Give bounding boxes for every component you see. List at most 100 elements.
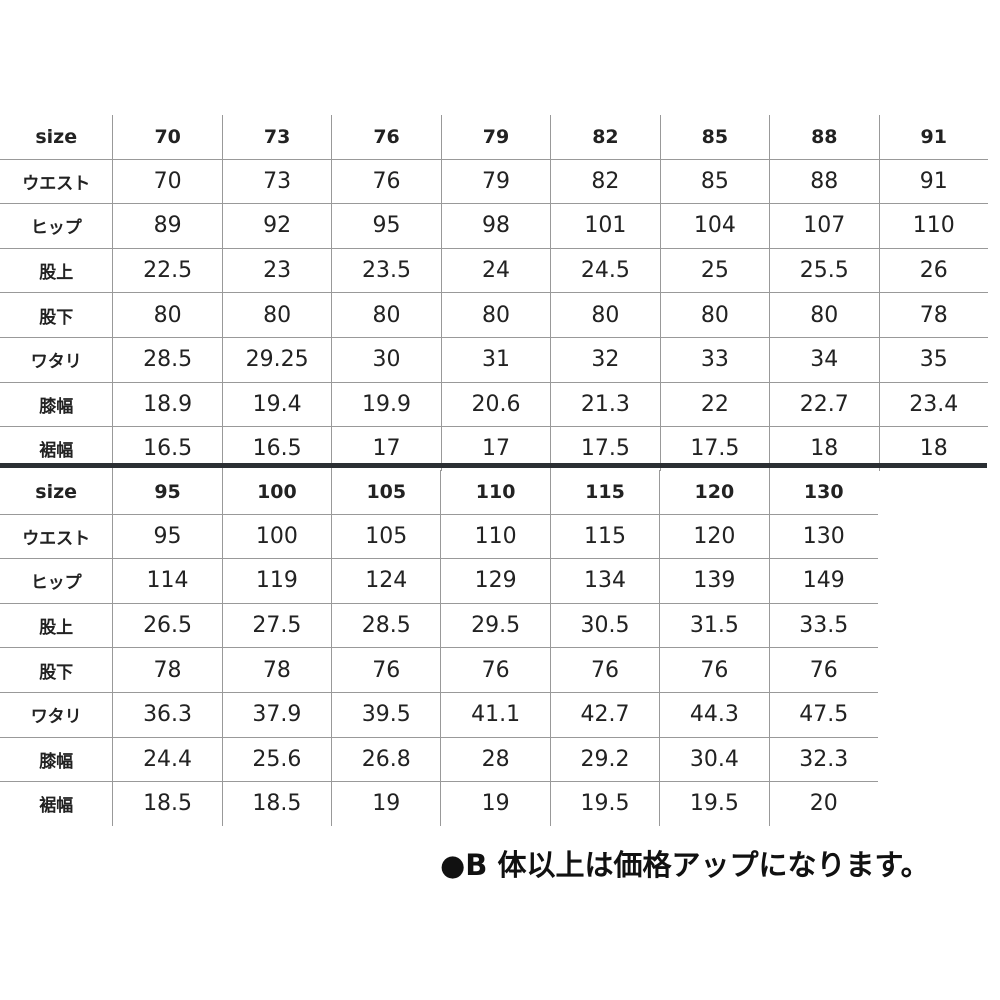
- table-cell: 76: [768, 647, 878, 693]
- table-cell: 21.3: [550, 382, 661, 428]
- size-header-cell: 120: [659, 470, 770, 515]
- table-cell: 25.5: [769, 248, 880, 294]
- table-cell: 129: [440, 558, 551, 604]
- size-header-cell: 85: [659, 115, 770, 160]
- table-cell: 80: [221, 292, 332, 338]
- table-cell: 32: [550, 337, 661, 383]
- table-cell: 18.5: [221, 781, 332, 826]
- table-cell: 22.5: [112, 248, 223, 294]
- row-label: 股上: [0, 603, 113, 649]
- table-cell: 30: [331, 337, 442, 383]
- table-cell: 20.6: [440, 382, 551, 428]
- row-label: ヒップ: [0, 558, 113, 604]
- table-cell: 30.4: [659, 737, 770, 783]
- table-row: ワタリ 36.3 37.9 39.5 41.1 42.7 44.3 47.5: [0, 692, 878, 738]
- table-row: 膝幅 24.4 25.6 26.8 28 29.2 30.4 32.3: [0, 737, 878, 783]
- table-cell: 73: [221, 159, 332, 205]
- table-cell: 29.2: [549, 737, 660, 783]
- row-label: ワタリ: [0, 692, 113, 738]
- row-label: ウエスト: [0, 514, 113, 560]
- size-header-cell: 110: [440, 470, 551, 515]
- table-cell: 23.4: [878, 382, 988, 428]
- table-cell: 105: [331, 514, 441, 560]
- table-cell: 134: [549, 558, 660, 604]
- table-row: 股上 26.5 27.5 28.5 29.5 30.5 31.5 33.5: [0, 603, 878, 649]
- table-cell: 80: [331, 292, 442, 338]
- table-row: ウエスト 70 73 76 79 82 85 88 91: [0, 159, 988, 205]
- row-label: size: [0, 470, 113, 515]
- size-header-cell: 76: [331, 115, 442, 160]
- table-cell: 76: [440, 647, 551, 693]
- table-cell: 124: [331, 558, 441, 604]
- row-label: ウエスト: [0, 159, 113, 205]
- header-row: size 70 73 76 79 82 85 88 91: [0, 115, 988, 160]
- table-cell: 76: [331, 159, 442, 205]
- table-cell: 107: [769, 203, 880, 249]
- table-cell: 19.9: [331, 382, 442, 428]
- table-cell: 110: [878, 203, 988, 249]
- table-cell: 29.25: [221, 337, 332, 383]
- table-cell: 26.5: [112, 603, 223, 649]
- table-cell: 19: [440, 781, 551, 826]
- table-cell: 28: [440, 737, 551, 783]
- table-cell: 78: [878, 292, 988, 338]
- table-cell: 104: [659, 203, 770, 249]
- table-cell: 78: [112, 647, 223, 693]
- size-header-cell: 130: [768, 470, 878, 515]
- price-note: ●B 体以上は価格アップになります。: [440, 848, 930, 882]
- table-cell: 76: [331, 647, 441, 693]
- size-header-cell: 70: [112, 115, 223, 160]
- table-row: 裾幅 18.5 18.5 19 19 19.5 19.5 20: [0, 781, 878, 826]
- table-cell: 80: [659, 292, 770, 338]
- size-header-cell: 95: [112, 470, 223, 515]
- table-cell: 19.5: [549, 781, 660, 826]
- table-cell: 19.4: [221, 382, 332, 428]
- table-cell: 24.5: [550, 248, 661, 294]
- table-row: 股下 80 80 80 80 80 80 80 78: [0, 292, 988, 338]
- table-row: 股下 78 78 76 76 76 76 76: [0, 647, 878, 693]
- row-label: 膝幅: [0, 382, 113, 428]
- table-cell: 110: [440, 514, 551, 560]
- table-row: ヒップ 114 119 124 129 134 139 149: [0, 558, 878, 604]
- size-header-cell: 82: [550, 115, 661, 160]
- table-cell: 101: [550, 203, 661, 249]
- table-cell: 70: [112, 159, 223, 205]
- table-cell: 41.1: [440, 692, 551, 738]
- table-cell: 19.5: [659, 781, 770, 826]
- table-cell: 119: [221, 558, 332, 604]
- row-label: 股下: [0, 292, 113, 338]
- table-cell: 33.5: [768, 603, 878, 649]
- size-header-cell: 91: [878, 115, 988, 160]
- table-cell: 30.5: [549, 603, 660, 649]
- table-cell: 76: [549, 647, 660, 693]
- table-cell: 76: [659, 647, 770, 693]
- table-cell: 34: [769, 337, 880, 383]
- table-cell: 24.4: [112, 737, 223, 783]
- size-header-cell: 73: [221, 115, 332, 160]
- row-label: 股下: [0, 647, 113, 693]
- table-cell: 91: [878, 159, 988, 205]
- table-cell: 139: [659, 558, 770, 604]
- table-cell: 24: [440, 248, 551, 294]
- table-cell: 25: [659, 248, 770, 294]
- table-cell: 37.9: [221, 692, 332, 738]
- size-header-cell: 105: [331, 470, 441, 515]
- row-label: ワタリ: [0, 337, 113, 383]
- row-label: 膝幅: [0, 737, 113, 783]
- table-cell: 114: [112, 558, 223, 604]
- table-cell: 149: [768, 558, 878, 604]
- table-cell: 19: [331, 781, 441, 826]
- table-cell: 28.5: [331, 603, 441, 649]
- table-cell: 27.5: [221, 603, 332, 649]
- size-table-2: size 95 100 105 110 115 120 130 ウエスト 95 100 105 110 1…: [0, 470, 878, 826]
- size-header-cell: 115: [549, 470, 660, 515]
- table-cell: 33: [659, 337, 770, 383]
- table-cell: 26.8: [331, 737, 441, 783]
- table-cell: 95: [331, 203, 442, 249]
- table-cell: 80: [550, 292, 661, 338]
- table-cell: 20: [768, 781, 878, 826]
- table-cell: 22.7: [769, 382, 880, 428]
- table-cell: 80: [769, 292, 880, 338]
- table-cell: 80: [440, 292, 551, 338]
- table-cell: 47.5: [768, 692, 878, 738]
